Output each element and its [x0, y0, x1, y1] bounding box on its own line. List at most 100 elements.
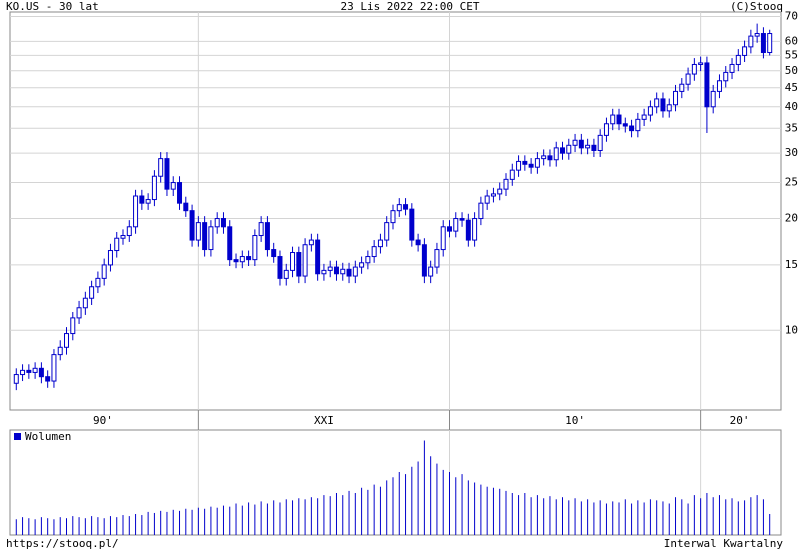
- candle-body: [760, 33, 766, 54]
- candle-body: [459, 218, 465, 221]
- candle-body: [585, 144, 591, 149]
- candle-body: [32, 367, 38, 373]
- x-tick-label: XXI: [314, 414, 334, 427]
- candle-body: [384, 222, 390, 241]
- y-tick-label: 50: [785, 64, 798, 77]
- y-tick-label: 40: [785, 100, 798, 113]
- y-tick-label: 20: [785, 212, 798, 225]
- candle-body: [591, 144, 597, 151]
- candle-body: [403, 204, 409, 210]
- candle-body: [202, 222, 208, 251]
- candle-body: [227, 226, 233, 261]
- candle-body: [610, 114, 616, 125]
- candle-body: [522, 160, 528, 165]
- candle-body: [390, 210, 396, 224]
- candle-body: [170, 182, 176, 190]
- candle-body: [616, 114, 622, 125]
- source-url[interactable]: https://stooq.pl/: [6, 537, 119, 550]
- candle-body: [13, 374, 19, 384]
- chart-title: KO.US - 30 lat: [6, 0, 99, 13]
- candle-body: [472, 218, 478, 241]
- candle-body: [754, 33, 760, 37]
- candle-body: [566, 144, 572, 154]
- candle-body: [220, 218, 226, 228]
- x-tick-label: 20': [730, 414, 750, 427]
- candle-body: [547, 155, 553, 161]
- candle-body: [698, 62, 704, 65]
- price-frame: [9, 11, 782, 411]
- candle-body: [528, 163, 534, 168]
- candle-body: [352, 266, 358, 277]
- candle-body: [622, 123, 628, 127]
- y-tick-label: 35: [785, 121, 798, 134]
- candle-body: [377, 239, 383, 248]
- candle-body: [64, 333, 70, 348]
- y-tick-label: 60: [785, 34, 798, 47]
- candle-body: [271, 249, 277, 258]
- y-tick-label: 30: [785, 146, 798, 159]
- candle-body: [748, 35, 754, 48]
- candle-body: [509, 169, 515, 180]
- candle-body: [177, 182, 183, 204]
- candle-body: [560, 147, 566, 154]
- candle-body: [497, 188, 503, 195]
- candle-body: [327, 266, 333, 271]
- candle-body: [145, 199, 151, 204]
- candle-body: [729, 63, 735, 73]
- candle-body: [629, 125, 635, 132]
- candle-body: [673, 90, 679, 106]
- candle-body: [45, 376, 51, 382]
- candle-body: [647, 106, 653, 116]
- candle-body: [742, 46, 748, 56]
- candle-body: [26, 369, 32, 373]
- copyright: (C)Stooq: [730, 0, 783, 13]
- candle-body: [723, 71, 729, 82]
- candle-body: [553, 147, 559, 161]
- candle-body: [666, 104, 672, 112]
- candle-body: [51, 354, 57, 382]
- volume-frame: [9, 429, 782, 536]
- candle-body: [290, 252, 296, 271]
- candle-body: [685, 73, 691, 85]
- chart-date: 23 Lis 2022 22:00 CET: [340, 0, 479, 13]
- candle-body: [38, 367, 44, 378]
- candle-body: [541, 155, 547, 160]
- candle-body: [277, 256, 283, 279]
- candle-body: [365, 256, 371, 264]
- candle-body: [57, 346, 63, 356]
- x-tick-label: 10': [565, 414, 585, 427]
- candle-body: [120, 235, 126, 239]
- candle-body: [321, 269, 327, 275]
- candle-body: [710, 90, 716, 108]
- y-tick-label: 70: [785, 10, 798, 23]
- candle-body: [716, 80, 722, 92]
- candle-body: [133, 195, 139, 228]
- candle-body: [490, 193, 496, 197]
- candle-body: [641, 114, 647, 120]
- candle-body: [428, 266, 434, 277]
- candle-body: [189, 210, 195, 241]
- candle-body: [578, 139, 584, 149]
- candle-body: [484, 195, 490, 204]
- candle-body: [516, 160, 522, 171]
- candle-body: [679, 83, 685, 92]
- volume-legend: Wolumen: [25, 430, 71, 443]
- candle-body: [82, 297, 88, 309]
- candle-body: [308, 239, 314, 246]
- candle-body: [76, 307, 82, 319]
- candle-body: [252, 235, 258, 261]
- candle-body: [767, 33, 773, 54]
- candle-body: [283, 269, 289, 279]
- candle-body: [70, 317, 76, 335]
- candle-body: [371, 246, 377, 258]
- candle-body: [158, 158, 164, 177]
- candle-body: [421, 244, 427, 277]
- candle-body: [101, 264, 107, 279]
- candle-body: [735, 54, 741, 65]
- candle-body: [107, 250, 113, 266]
- candle-body: [359, 262, 365, 268]
- y-tick-label: 25: [785, 176, 798, 189]
- y-tick-label: 15: [785, 258, 798, 271]
- candle-body: [415, 239, 421, 246]
